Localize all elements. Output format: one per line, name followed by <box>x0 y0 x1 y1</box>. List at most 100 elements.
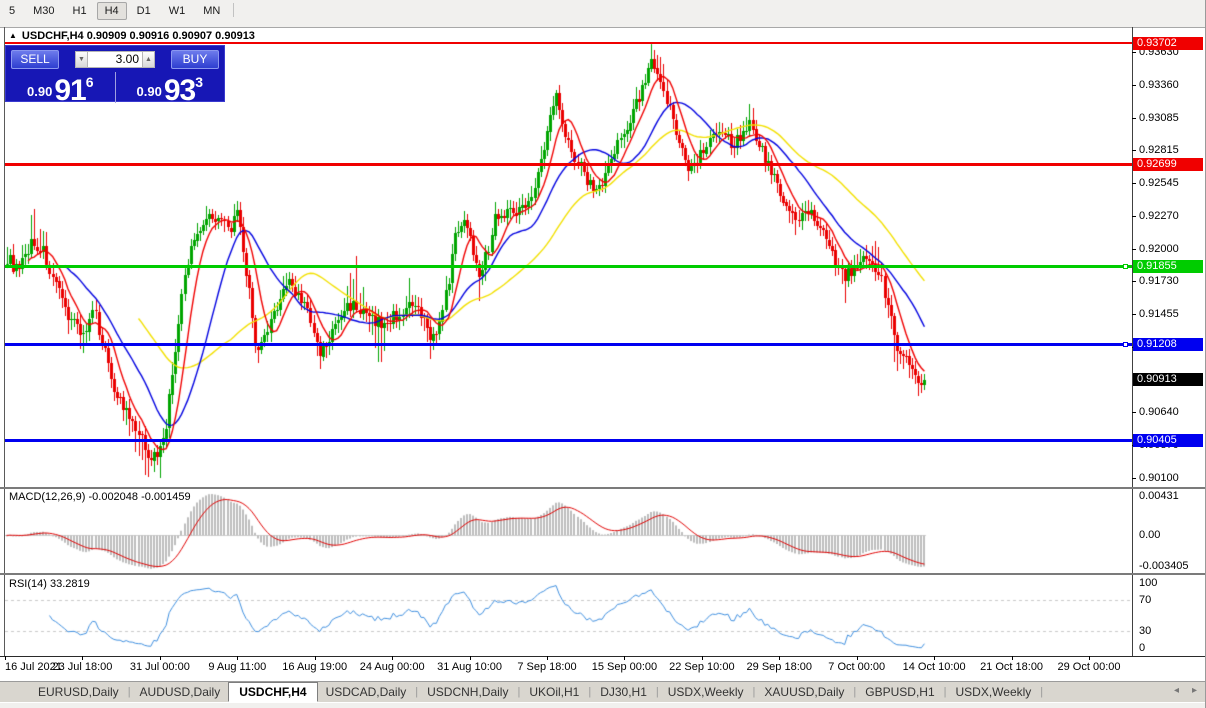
lots-decrease-icon[interactable]: ▼ <box>75 50 88 68</box>
timeframe-button-h4[interactable]: H4 <box>96 2 127 20</box>
price-tick-label: 0.92000 <box>1139 243 1179 255</box>
level-price-label: 0.90405 <box>1133 434 1203 447</box>
tab-separator: | <box>1040 686 1044 698</box>
price-scale-separator[interactable] <box>1132 27 1133 656</box>
time-axis-label: 16 Aug 19:00 <box>282 661 348 673</box>
rsi-axis-label: 100 <box>1139 577 1158 589</box>
time-axis-label: 22 Sep 10:00 <box>669 661 735 673</box>
time-tick-mark <box>470 656 471 660</box>
buy-price-button[interactable]: 0.90 93 3 <box>116 72 225 107</box>
current-price-label: 0.90913 <box>1133 373 1203 386</box>
panel-collapse-icon[interactable]: ▲ <box>9 31 17 40</box>
tab-xauusd-daily[interactable]: XAUUSD,Daily <box>764 685 845 699</box>
main-macd-separator[interactable] <box>0 487 1205 489</box>
time-axis-label: 16 Jul 2021 <box>5 661 62 673</box>
buy-price-prefix: 0.90 <box>136 84 162 99</box>
rsi-value: 33.2819 <box>49 578 90 590</box>
sell-price-prefix: 0.90 <box>27 84 53 99</box>
level-line-handle[interactable] <box>1123 342 1128 347</box>
time-tick-mark <box>315 656 316 660</box>
time-axis-label: 14 Oct 10:00 <box>902 661 966 673</box>
level-price-label: 0.91208 <box>1133 338 1203 351</box>
level-line-0.90405[interactable] <box>5 439 1132 442</box>
tab-ukoil-h1[interactable]: UKOil,H1 <box>529 685 580 699</box>
tab-usdcad-daily[interactable]: USDCAD,Daily <box>325 685 407 699</box>
macd-value-main: -0.002048 <box>88 491 139 503</box>
tab-audusd-daily[interactable]: AUDUSD,Daily <box>139 685 221 699</box>
time-tick-mark <box>547 656 548 660</box>
time-tick-mark <box>702 656 703 660</box>
sell-price-button[interactable]: 0.90 91 6 <box>6 72 116 106</box>
tab-gbpusd-h1[interactable]: GBPUSD,H1 <box>865 685 935 699</box>
timeframe-toolbar: 5 M30 H1 H4 D1 W1 MN <box>0 0 1205 21</box>
rsi-axis-label: 70 <box>1139 594 1152 606</box>
time-tick-mark <box>779 656 780 660</box>
trade-panel-controls: SELL ▼ ▲ BUY <box>6 46 224 70</box>
level-line-0.92699[interactable] <box>5 163 1132 166</box>
chart-left-border <box>4 27 5 656</box>
timeframe-buttons: 5 M30 H1 H4 D1 W1 MN <box>0 1 229 20</box>
time-axis-label: 31 Jul 00:00 <box>129 661 190 673</box>
timeframe-button-m30[interactable]: M30 <box>33 5 55 17</box>
level-price-label: 0.91855 <box>1133 260 1203 273</box>
tab-separator: | <box>127 686 131 698</box>
time-axis-label: 15 Sep 00:00 <box>591 661 658 673</box>
buy-price-point: 3 <box>195 74 203 90</box>
price-tick-label: 0.92270 <box>1139 210 1179 222</box>
tabs-scroll-left-icon[interactable]: ◂ <box>1173 685 1179 696</box>
tab-usdx-weekly[interactable]: USDX,Weekly <box>955 685 1032 699</box>
tab-usdchf-h4[interactable]: USDCHF,H4 <box>228 682 318 702</box>
timeframe-button-h1[interactable]: H1 <box>72 5 87 17</box>
rsi-axis-label: 0 <box>1139 642 1146 654</box>
macd-caption: MACD(12,26,9) -0.002048 -0.001459 <box>9 491 191 503</box>
sell-button[interactable]: SELL <box>11 49 59 69</box>
price-tick-mark <box>1132 183 1136 184</box>
time-tick-mark <box>1012 656 1013 660</box>
price-tick-mark <box>1132 85 1136 86</box>
tab-separator: | <box>853 686 857 698</box>
time-tick-mark <box>82 656 83 660</box>
timeframe-button-mn[interactable]: MN <box>203 5 221 17</box>
macd-axis-label: 0.00 <box>1139 529 1161 541</box>
price-tick-label: 0.93360 <box>1139 79 1179 91</box>
level-line-0.91855[interactable] <box>5 265 1132 268</box>
price-tick-mark <box>1132 249 1136 250</box>
timeframe-button-5[interactable]: 5 <box>9 5 16 17</box>
price-chart-canvas[interactable] <box>5 28 1132 656</box>
timeframe-button-d1[interactable]: D1 <box>136 5 151 17</box>
time-axis-label: 31 Aug 10:00 <box>437 661 502 673</box>
macd-rsi-separator[interactable] <box>0 573 1205 575</box>
tab-dj30-h1[interactable]: DJ30,H1 <box>600 685 647 699</box>
time-tick-mark <box>237 656 238 660</box>
tabs-scroll-right-icon[interactable]: ▸ <box>1191 685 1197 696</box>
buy-price-pips: 93 <box>163 74 196 107</box>
price-tick-label: 0.93085 <box>1139 112 1179 124</box>
lot-size-input[interactable] <box>88 50 142 68</box>
tab-separator: | <box>752 686 756 698</box>
tab-separator: | <box>517 686 521 698</box>
one-click-trading-panel: SELL ▼ ▲ BUY 0.90 91 6 0.90 93 3 <box>5 45 225 107</box>
tab-eurusd-daily[interactable]: EURUSD,Daily <box>38 685 119 699</box>
price-tick-mark <box>1132 478 1136 479</box>
buy-button[interactable]: BUY <box>171 49 219 69</box>
price-tick-mark <box>1132 216 1136 217</box>
lots-increase-icon[interactable]: ▲ <box>142 50 155 68</box>
timeframe-button-w1[interactable]: W1 <box>168 5 186 17</box>
time-axis-label: 21 Oct 18:00 <box>980 661 1044 673</box>
macd-name: MACD(12,26,9) <box>9 491 86 503</box>
macd-axis-label: -0.003405 <box>1139 560 1189 572</box>
price-tick-label: 0.90640 <box>1139 406 1179 418</box>
level-line-0.93702[interactable] <box>5 42 1132 44</box>
window-top-edge <box>0 20 1205 28</box>
level-line-0.91208[interactable] <box>5 343 1132 346</box>
level-line-handle[interactable] <box>1123 264 1128 269</box>
time-axis-label: 23 Jul 18:00 <box>52 661 113 673</box>
tab-separator: | <box>655 686 659 698</box>
price-tick-mark <box>1132 118 1136 119</box>
time-tick-mark <box>1089 656 1090 660</box>
time-tick-mark <box>624 656 625 660</box>
level-price-label: 0.93702 <box>1133 37 1203 50</box>
tab-usdx-weekly[interactable]: USDX,Weekly <box>667 685 744 699</box>
chart-title: ▲ USDCHF,H4 0.90909 0.90916 0.90907 0.909… <box>9 30 255 42</box>
tab-usdcnh-daily[interactable]: USDCNH,Daily <box>427 685 509 699</box>
